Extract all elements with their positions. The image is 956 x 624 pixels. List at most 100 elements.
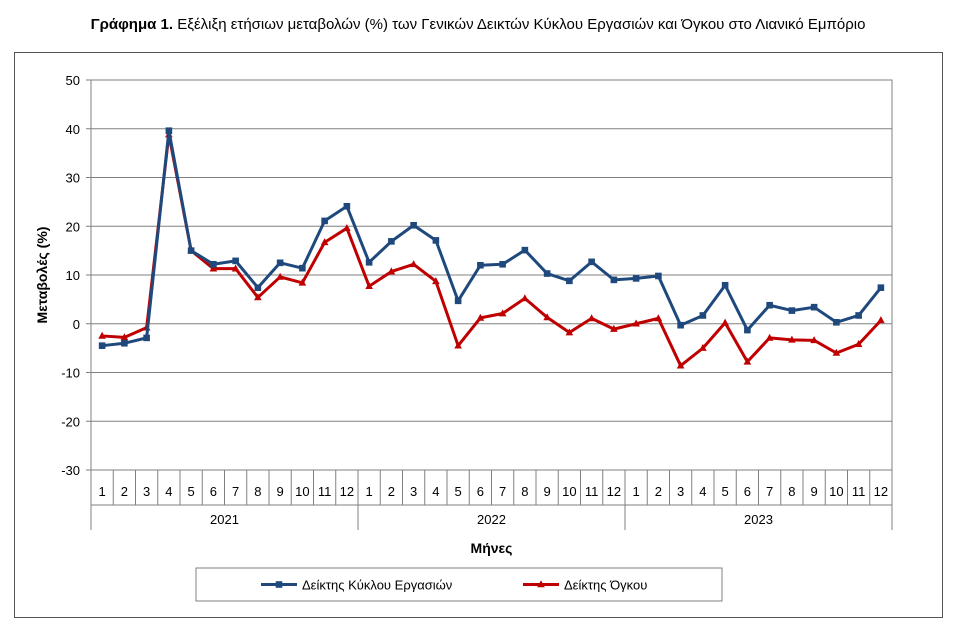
month-tick-label: 7	[232, 484, 239, 499]
legend-marker-0	[275, 581, 283, 588]
month-tick-label: 2	[655, 484, 662, 499]
data-point-1	[320, 238, 329, 246]
month-tick-label: 1	[633, 484, 640, 499]
data-point-0	[588, 258, 595, 266]
data-point-1	[365, 282, 373, 290]
series-line-1	[102, 133, 882, 368]
data-point-1	[276, 272, 284, 280]
data-point-0	[299, 264, 306, 272]
month-tick-label: 8	[521, 484, 528, 499]
y-tick-label: 40	[66, 122, 80, 137]
month-tick-label: 9	[277, 484, 284, 499]
data-point-0	[143, 334, 150, 342]
month-tick-label: 4	[432, 484, 439, 499]
data-point-0	[744, 326, 751, 334]
data-point-1	[788, 335, 796, 343]
data-point-1	[632, 319, 640, 327]
data-point-0	[454, 297, 462, 305]
data-point-1	[409, 260, 418, 268]
data-point-0	[343, 202, 351, 210]
month-tick-label: 11	[585, 484, 599, 499]
data-point-1	[120, 333, 129, 341]
data-point-1	[498, 309, 507, 317]
data-point-1	[476, 313, 485, 321]
data-point-0	[610, 276, 618, 284]
month-tick-label: 6	[477, 484, 484, 499]
series-line-0	[101, 129, 883, 348]
data-point-1	[610, 324, 618, 332]
data-point-0	[543, 270, 551, 277]
data-point-1	[810, 336, 818, 344]
data-point-0	[499, 260, 506, 268]
data-point-0	[276, 259, 284, 267]
month-tick-label: 8	[788, 484, 795, 499]
month-tick-label: 11	[852, 484, 866, 499]
month-tick-label: 10	[295, 484, 309, 499]
data-point-0	[855, 312, 862, 319]
month-tick-label: 12	[607, 484, 621, 499]
month-tick-label: 5	[455, 484, 462, 499]
x-axis-title: Μήνες	[471, 540, 513, 556]
data-point-0	[477, 261, 484, 269]
data-point-1	[587, 314, 596, 322]
data-point-0	[365, 259, 373, 266]
year-tick-label: 2023	[744, 512, 773, 527]
data-point-1	[543, 313, 551, 321]
month-tick-label: 1	[99, 484, 106, 499]
month-tick-label: 3	[677, 484, 684, 499]
data-point-0	[98, 342, 106, 349]
month-tick-label: 5	[722, 484, 729, 499]
data-point-0	[788, 307, 796, 314]
data-point-0	[833, 318, 840, 326]
data-point-1	[877, 316, 885, 324]
data-point-1	[699, 343, 707, 351]
month-tick-label: 9	[544, 484, 551, 499]
data-point-0	[566, 277, 573, 285]
data-point-0	[877, 284, 885, 291]
y-tick-label: -10	[61, 366, 80, 381]
data-point-0	[677, 321, 684, 329]
month-tick-label: 6	[744, 484, 751, 499]
year-tick-label: 2021	[210, 512, 239, 527]
data-point-0	[632, 275, 640, 282]
month-tick-label: 10	[562, 484, 576, 499]
data-point-1	[209, 264, 218, 272]
data-point-0	[655, 272, 662, 280]
data-point-1	[832, 348, 841, 356]
figure-title-text: Εξέλιξη ετήσιων μεταβολών (%) των Γενικώ…	[177, 16, 866, 33]
data-point-0	[766, 301, 773, 309]
data-point-1	[654, 314, 663, 322]
month-tick-label: 6	[210, 484, 217, 499]
data-point-0	[321, 217, 328, 225]
data-point-1	[298, 278, 307, 286]
figure-title-label: Γράφημα 1.	[90, 16, 174, 33]
data-point-0	[810, 303, 818, 311]
year-tick-label: 2022	[477, 512, 506, 527]
data-point-0	[521, 246, 529, 254]
month-tick-label: 8	[254, 484, 261, 499]
data-point-0	[432, 237, 440, 244]
month-tick-label: 4	[699, 484, 706, 499]
y-tick-label: 30	[66, 171, 80, 186]
data-point-1	[254, 293, 262, 301]
data-point-0	[254, 284, 262, 291]
month-tick-label: 7	[766, 484, 773, 499]
data-point-0	[410, 221, 417, 229]
legend-marker-1	[537, 580, 545, 588]
data-point-1	[521, 294, 529, 302]
data-point-1	[676, 361, 685, 369]
y-axis-title: Μεταβολές (%)	[34, 227, 50, 324]
month-tick-label: 2	[388, 484, 395, 499]
data-point-0	[187, 247, 195, 254]
data-point-1	[387, 267, 396, 275]
y-tick-label: 20	[66, 219, 80, 234]
month-tick-label: 3	[143, 484, 150, 499]
data-point-1	[98, 331, 106, 339]
data-point-0	[232, 257, 239, 265]
month-tick-label: 2	[121, 484, 128, 499]
data-point-1	[432, 277, 440, 285]
figure-title: Γράφημα 1. Εξέλιξη ετήσιων μεταβολών (%)…	[0, 16, 956, 33]
data-point-0	[721, 281, 729, 289]
data-point-1	[765, 333, 774, 341]
